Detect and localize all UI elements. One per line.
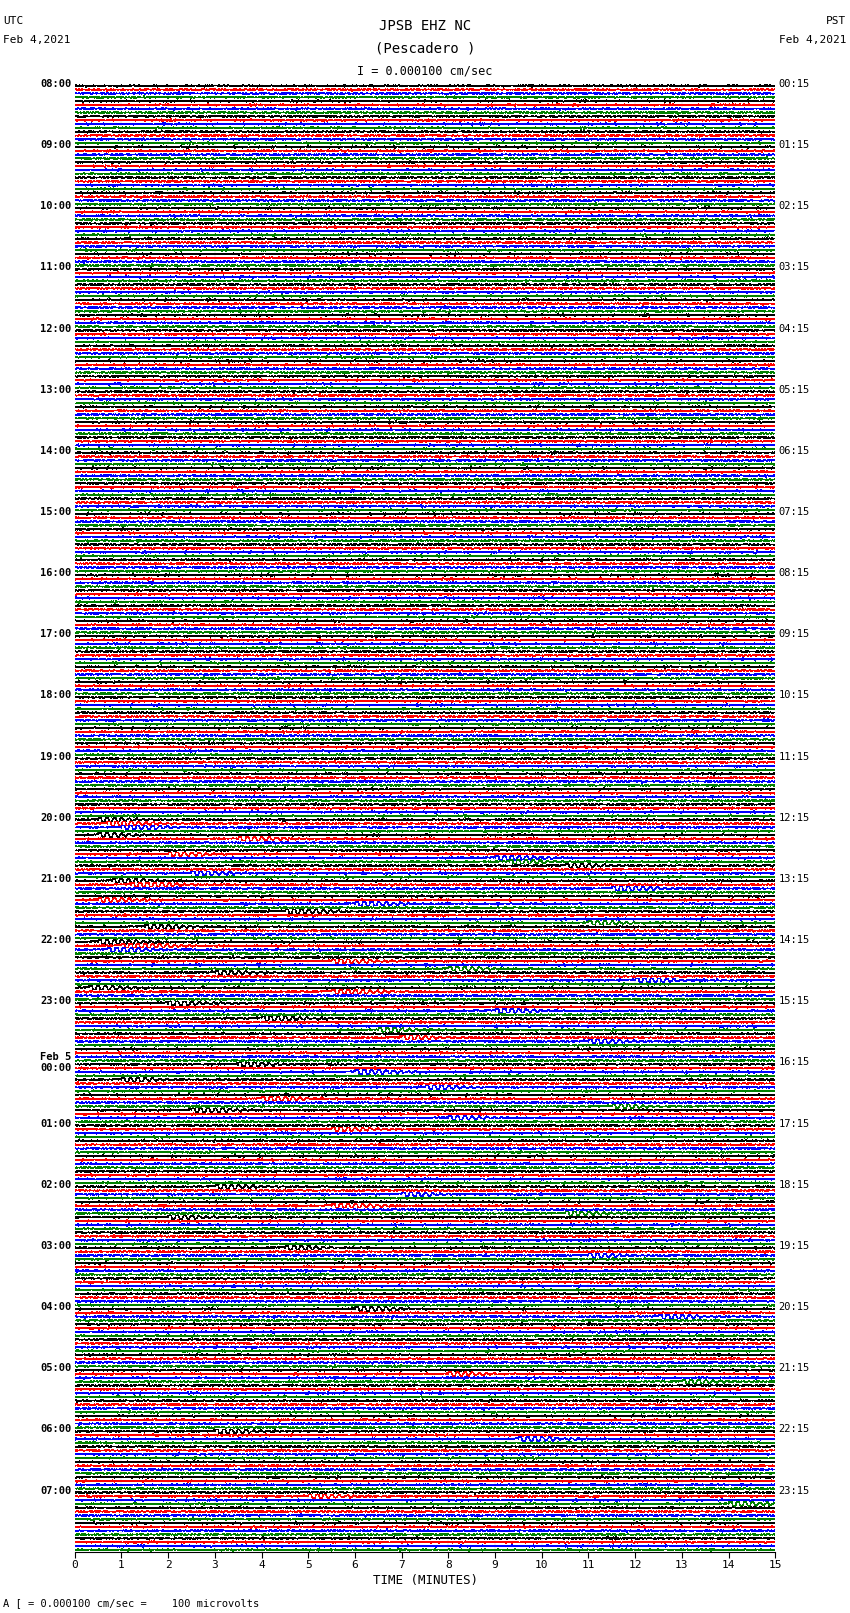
- Text: 15:00: 15:00: [40, 506, 71, 518]
- Text: 05:15: 05:15: [779, 384, 810, 395]
- Text: 04:15: 04:15: [779, 324, 810, 334]
- Text: 07:15: 07:15: [779, 506, 810, 518]
- Text: 01:15: 01:15: [779, 140, 810, 150]
- Text: 20:00: 20:00: [40, 813, 71, 823]
- Text: 18:00: 18:00: [40, 690, 71, 700]
- Text: 01:00: 01:00: [40, 1118, 71, 1129]
- Text: 19:15: 19:15: [779, 1240, 810, 1252]
- Text: PST: PST: [826, 16, 847, 26]
- Text: 22:00: 22:00: [40, 936, 71, 945]
- Text: 03:00: 03:00: [40, 1240, 71, 1252]
- Text: 02:15: 02:15: [779, 202, 810, 211]
- Text: 21:15: 21:15: [779, 1363, 810, 1373]
- Text: 17:00: 17:00: [40, 629, 71, 639]
- Text: Feb 4,2021: Feb 4,2021: [779, 35, 847, 45]
- Text: (Pescadero ): (Pescadero ): [375, 42, 475, 56]
- Text: Feb 5
00:00: Feb 5 00:00: [40, 1052, 71, 1073]
- Text: 13:15: 13:15: [779, 874, 810, 884]
- Text: 08:15: 08:15: [779, 568, 810, 577]
- Text: 20:15: 20:15: [779, 1302, 810, 1311]
- Text: 06:15: 06:15: [779, 445, 810, 456]
- Text: 07:00: 07:00: [40, 1486, 71, 1495]
- Text: 09:00: 09:00: [40, 140, 71, 150]
- Text: 19:00: 19:00: [40, 752, 71, 761]
- Text: 10:00: 10:00: [40, 202, 71, 211]
- Text: 22:15: 22:15: [779, 1424, 810, 1434]
- Text: UTC: UTC: [3, 16, 24, 26]
- Text: 16:00: 16:00: [40, 568, 71, 577]
- Text: 10:15: 10:15: [779, 690, 810, 700]
- Text: 09:15: 09:15: [779, 629, 810, 639]
- Text: A [ = 0.000100 cm/sec =    100 microvolts: A [ = 0.000100 cm/sec = 100 microvolts: [3, 1598, 259, 1608]
- Text: 06:00: 06:00: [40, 1424, 71, 1434]
- Text: 21:00: 21:00: [40, 874, 71, 884]
- Text: 15:15: 15:15: [779, 997, 810, 1007]
- Text: 17:15: 17:15: [779, 1118, 810, 1129]
- Text: 23:00: 23:00: [40, 997, 71, 1007]
- Text: Feb 4,2021: Feb 4,2021: [3, 35, 71, 45]
- Text: 16:15: 16:15: [779, 1058, 810, 1068]
- Text: 14:00: 14:00: [40, 445, 71, 456]
- Text: 04:00: 04:00: [40, 1302, 71, 1311]
- Text: 02:00: 02:00: [40, 1179, 71, 1190]
- X-axis label: TIME (MINUTES): TIME (MINUTES): [372, 1574, 478, 1587]
- Text: 18:15: 18:15: [779, 1179, 810, 1190]
- Text: 00:15: 00:15: [779, 79, 810, 89]
- Text: 03:15: 03:15: [779, 263, 810, 273]
- Text: 13:00: 13:00: [40, 384, 71, 395]
- Text: 12:00: 12:00: [40, 324, 71, 334]
- Text: 11:15: 11:15: [779, 752, 810, 761]
- Text: 11:00: 11:00: [40, 263, 71, 273]
- Text: 23:15: 23:15: [779, 1486, 810, 1495]
- Text: 12:15: 12:15: [779, 813, 810, 823]
- Text: 05:00: 05:00: [40, 1363, 71, 1373]
- Text: JPSB EHZ NC: JPSB EHZ NC: [379, 19, 471, 34]
- Text: I = 0.000100 cm/sec: I = 0.000100 cm/sec: [357, 65, 493, 77]
- Text: 08:00: 08:00: [40, 79, 71, 89]
- Text: 14:15: 14:15: [779, 936, 810, 945]
